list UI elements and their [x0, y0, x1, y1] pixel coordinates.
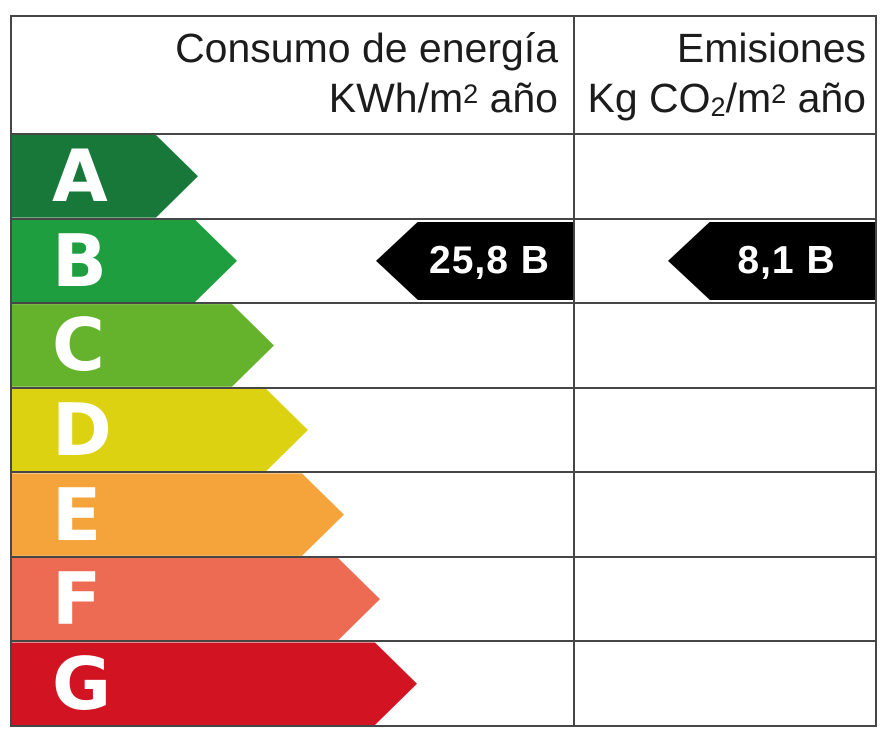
- consumption-cell-c: C: [12, 304, 575, 387]
- consumption-cell-e: E: [12, 473, 575, 556]
- emissions-cell-c: [575, 304, 875, 387]
- rating-arrow-e: E: [12, 473, 344, 556]
- consumption-value: 25,8 B: [429, 238, 550, 282]
- rating-letter-g: G: [52, 641, 112, 726]
- emissions-units-prefix: Kg CO: [587, 74, 711, 121]
- emissions-cell-g: [575, 642, 875, 725]
- emissions-header-units: Kg CO2/m2 año: [588, 73, 867, 128]
- emissions-value: 8,1 B: [737, 238, 836, 282]
- rating-arrow-f: F: [12, 558, 380, 641]
- consumption-cell-a: A: [12, 135, 575, 218]
- rating-arrow-c: C: [12, 304, 274, 387]
- energy-rating-table: Consumo de energía KWh/m2 año Emisiones …: [10, 15, 877, 727]
- subscript-2: 2: [710, 92, 726, 123]
- rating-letter-d: D: [52, 388, 112, 473]
- emissions-cell-a: [575, 135, 875, 218]
- rating-row-d: D: [12, 386, 875, 472]
- superscript-2: 2: [463, 78, 479, 109]
- rating-row-a: A: [12, 133, 875, 218]
- consumption-cell-g: G: [12, 642, 575, 726]
- emissions-cell-d: [575, 389, 875, 472]
- table-header: Consumo de energía KWh/m2 año Emisiones …: [12, 17, 875, 133]
- consumption-cell-b: B 25,8 B: [12, 219, 575, 303]
- rating-row-g: G: [12, 640, 875, 726]
- rating-arrow-a: A: [12, 135, 198, 218]
- rating-letter-f: F: [52, 557, 102, 642]
- emissions-units-suffix: año: [786, 74, 866, 121]
- emissions-cell-b: 8,1 B: [575, 220, 875, 303]
- emissions-header: Emisiones Kg CO2/m2 año: [575, 17, 875, 133]
- rating-row-c: C: [12, 302, 875, 387]
- consumption-units-prefix: KWh/m: [328, 74, 464, 121]
- rating-letter-c: C: [52, 303, 105, 388]
- consumption-header-units: KWh/m2 año: [329, 73, 558, 128]
- rating-letter-a: A: [52, 134, 108, 219]
- consumption-cell-f: F: [12, 557, 575, 641]
- rating-letter-e: E: [52, 472, 102, 557]
- rating-arrow-g: G: [12, 642, 417, 725]
- rating-row-f: F: [12, 555, 875, 641]
- emissions-units-mid: /m: [725, 74, 772, 121]
- rating-letter-b: B: [52, 218, 107, 303]
- rating-arrow-d: D: [12, 389, 308, 472]
- rating-row-b: B 25,8 B 8,1 B: [12, 217, 875, 303]
- consumption-indicator-arrow: 25,8 B: [376, 221, 573, 301]
- emissions-cell-e: [575, 473, 875, 556]
- rating-arrow-b: B: [12, 220, 237, 303]
- emissions-cell-f: [575, 558, 875, 641]
- consumption-units-suffix: año: [478, 74, 558, 121]
- consumption-header: Consumo de energía KWh/m2 año: [12, 17, 575, 133]
- emissions-indicator-arrow: 8,1 B: [668, 221, 875, 301]
- superscript-2: 2: [771, 78, 787, 109]
- consumption-header-title: Consumo de energía: [175, 24, 558, 71]
- emissions-header-title: Emisiones: [676, 24, 866, 71]
- rating-row-e: E: [12, 471, 875, 556]
- consumption-cell-d: D: [12, 388, 575, 472]
